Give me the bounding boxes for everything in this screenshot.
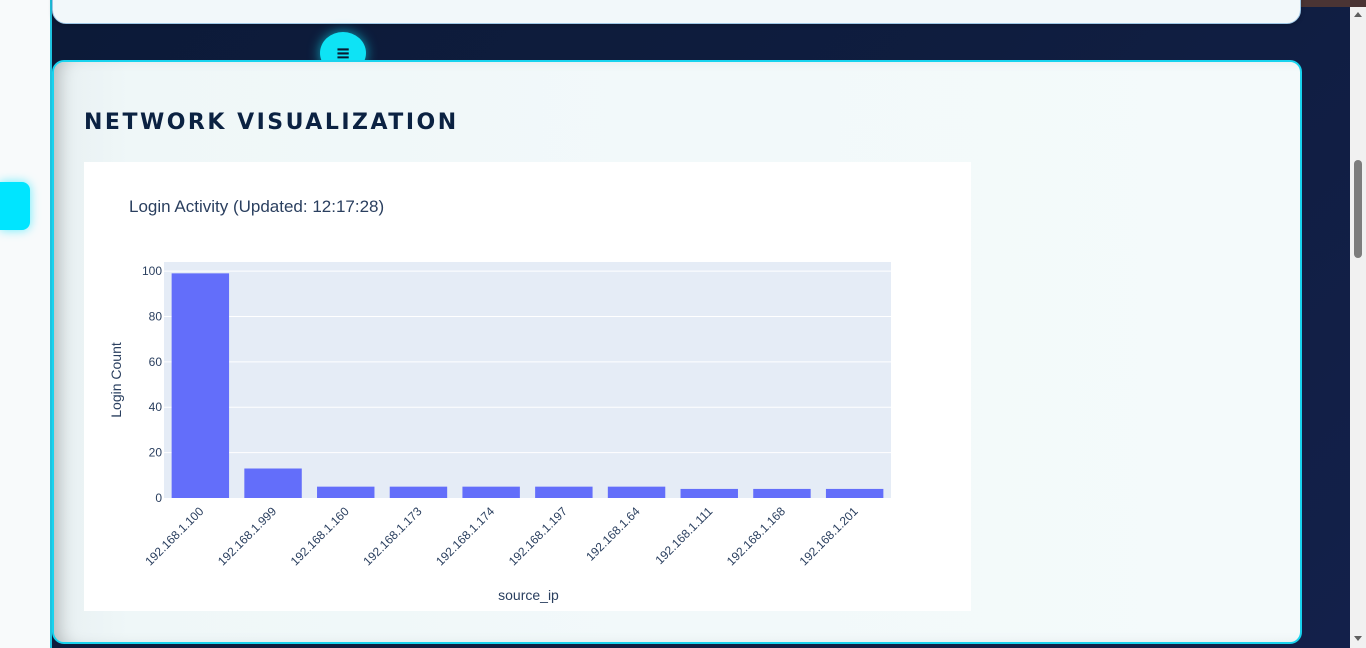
x-tick-label: 192.168.1.111 bbox=[652, 504, 715, 567]
section-title: NETWORK VISUALIZATION bbox=[84, 110, 459, 135]
bar bbox=[825, 488, 884, 498]
previous-section-card bbox=[52, 0, 1301, 24]
chart-title: Login Activity (Updated: 12:17:28) bbox=[129, 197, 384, 216]
chart-svg: Login Activity (Updated: 12:17:28) 0 20 40 6… bbox=[108, 197, 891, 603]
bar bbox=[680, 488, 738, 498]
x-tick-label: 192.168.1.201 bbox=[797, 504, 861, 568]
bar bbox=[753, 488, 811, 498]
y-tick-label: 60 bbox=[149, 355, 163, 369]
bar bbox=[607, 486, 666, 498]
y-tick-label: 80 bbox=[149, 309, 163, 323]
login-activity-chart[interactable]: Login Activity (Updated: 12:17:28) 0 20 40 6… bbox=[84, 162, 971, 611]
page-scrollbar[interactable] bbox=[1350, 7, 1366, 648]
scroll-down-arrow-icon[interactable] bbox=[1354, 636, 1362, 641]
x-tick-label: 192.168.1.64 bbox=[583, 504, 643, 564]
network-visualization-card: NETWORK VISUALIZATION Login Activity (Up… bbox=[52, 60, 1302, 644]
sidebar-divider bbox=[50, 0, 52, 648]
x-tick-label: 192.168.1.173 bbox=[360, 504, 424, 568]
bar bbox=[171, 273, 230, 498]
bar bbox=[535, 486, 593, 498]
sidebar-toggle-tab[interactable] bbox=[0, 182, 30, 230]
x-tick-label: 192.168.1.100 bbox=[142, 504, 206, 568]
x-axis-title: source_ip bbox=[498, 587, 559, 603]
bar bbox=[462, 486, 520, 498]
bar bbox=[389, 486, 448, 498]
x-tick-label: 192.168.1.197 bbox=[506, 504, 570, 568]
x-tick-label: 192.168.1.174 bbox=[433, 504, 497, 568]
y-tick-label: 20 bbox=[149, 446, 163, 460]
y-tick-label: 100 bbox=[142, 264, 162, 278]
x-tick-label: 192.168.1.999 bbox=[215, 504, 279, 568]
plot-area bbox=[164, 262, 891, 498]
hamburger-icon: ≡ bbox=[335, 42, 351, 64]
y-tick-label: 40 bbox=[149, 400, 163, 414]
scroll-up-arrow-icon[interactable] bbox=[1354, 12, 1362, 17]
y-axis-title: Login Count bbox=[108, 342, 124, 418]
x-tick-label: 192.168.1.168 bbox=[724, 504, 788, 568]
scrollbar-thumb[interactable] bbox=[1354, 160, 1362, 258]
y-tick-label: 0 bbox=[155, 491, 162, 505]
x-tick-label: 192.168.1.160 bbox=[288, 504, 352, 568]
left-sidebar bbox=[0, 0, 50, 648]
bar bbox=[317, 486, 375, 498]
bar bbox=[244, 468, 302, 498]
